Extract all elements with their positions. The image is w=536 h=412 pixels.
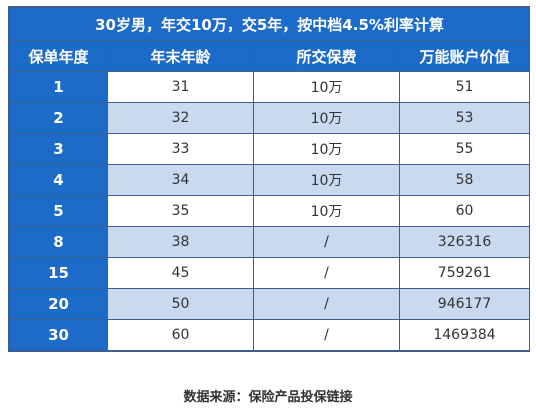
cell-policy-year: 15: [9, 257, 108, 289]
cell-age: 45: [107, 257, 254, 289]
cell-premium: /: [253, 257, 400, 289]
cell-policy-year: 8: [9, 226, 108, 258]
cell-account-value: 759261: [398, 257, 531, 289]
cell-premium: 10万: [253, 164, 400, 196]
cell-age: 35: [107, 195, 254, 227]
cell-premium: /: [253, 319, 400, 351]
table-row: 1 31 10万 51: [9, 71, 531, 103]
cell-account-value: 946177: [398, 288, 531, 320]
cell-account-value: 55: [398, 133, 531, 165]
table-row: 30 60 / 1469384: [9, 319, 531, 351]
cell-policy-year: 3: [9, 133, 108, 165]
data-table: 30岁男，年交10万，交5年，按中档4.5%利率计算 保单年度 年末年龄 所交保…: [8, 7, 531, 351]
table-row: 5 35 10万 60: [9, 195, 531, 227]
table-title-row: 30岁男，年交10万，交5年，按中档4.5%利率计算: [8, 7, 531, 41]
table-row: 4 34 10万 58: [9, 164, 531, 196]
cell-policy-year: 30: [9, 319, 108, 351]
header-account-value: 万能账户价值: [398, 40, 531, 72]
table-row: 3 33 10万 55: [9, 133, 531, 165]
cell-age: 33: [107, 133, 254, 165]
cell-age: 34: [107, 164, 254, 196]
table-title: 30岁男，年交10万，交5年，按中档4.5%利率计算: [8, 7, 531, 41]
cell-account-value: 53: [398, 102, 531, 134]
cell-policy-year: 5: [9, 195, 108, 227]
header-policy-year: 保单年度: [9, 40, 108, 72]
header-premium: 所交保费: [253, 40, 400, 72]
cell-policy-year: 20: [9, 288, 108, 320]
data-source-note: 数据来源：保险产品投保链接: [183, 390, 353, 405]
table-row: 20 50 / 946177: [9, 288, 531, 320]
cell-policy-year: 4: [9, 164, 108, 196]
table-row: 15 45 / 759261: [9, 257, 531, 289]
cell-premium: 10万: [253, 195, 400, 227]
cell-account-value: 326316: [398, 226, 531, 258]
cell-age: 60: [107, 319, 254, 351]
cell-account-value: 60: [398, 195, 531, 227]
cell-premium: 10万: [253, 71, 400, 103]
cell-age: 50: [107, 288, 254, 320]
cell-account-value: 51: [398, 71, 531, 103]
table-row: 8 38 / 326316: [9, 226, 531, 258]
cell-premium: /: [253, 288, 400, 320]
data-table-container: 30岁男，年交10万，交5年，按中档4.5%利率计算 保单年度 年末年龄 所交保…: [8, 6, 531, 352]
cell-age: 31: [107, 71, 254, 103]
cell-premium: 10万: [253, 102, 400, 134]
cell-policy-year: 2: [9, 102, 108, 134]
cell-age: 32: [107, 102, 254, 134]
cell-premium: /: [253, 226, 400, 258]
cell-age: 38: [107, 226, 254, 258]
cell-policy-year: 1: [9, 71, 108, 103]
header-age: 年末年龄: [107, 40, 254, 72]
table-header-row: 保单年度 年末年龄 所交保费 万能账户价值: [9, 40, 531, 72]
cell-premium: 10万: [253, 133, 400, 165]
cell-account-value: 1469384: [398, 319, 531, 351]
cell-account-value: 58: [398, 164, 531, 196]
table-row: 2 32 10万 53: [9, 102, 531, 134]
